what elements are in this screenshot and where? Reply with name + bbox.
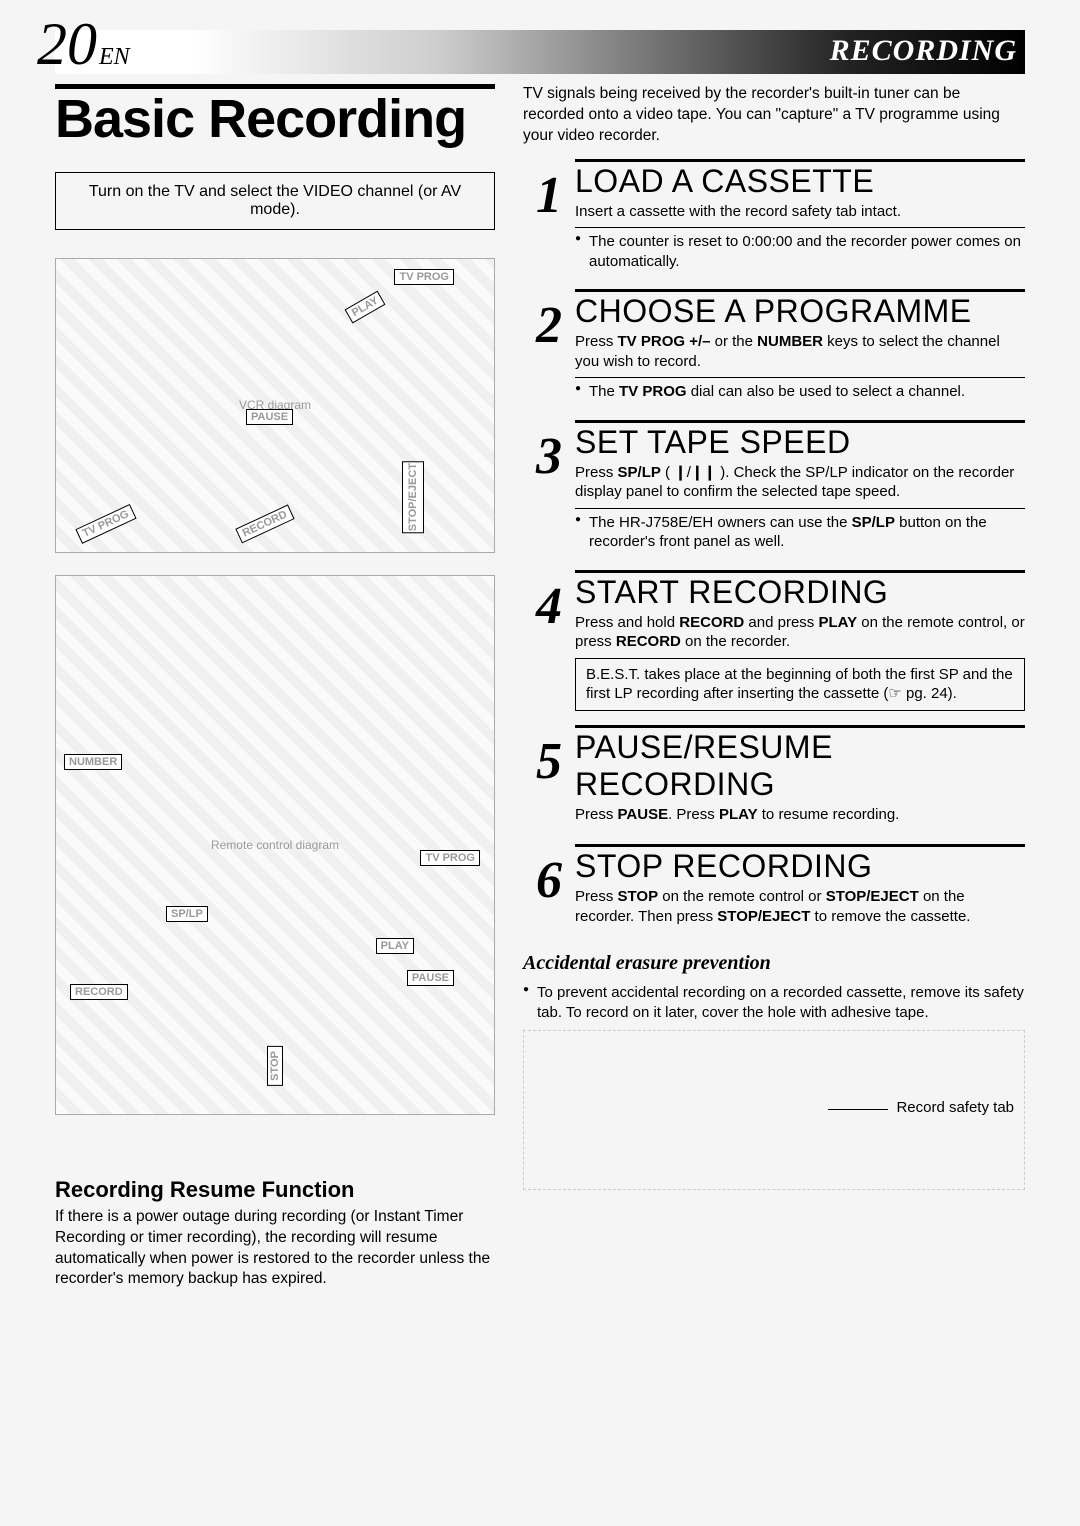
bullet-item: The TV PROG dial can also be used to sel… <box>575 382 1025 402</box>
label-pause: PAUSE <box>246 409 293 425</box>
label-number: NUMBER <box>64 754 122 770</box>
label-tv-prog2: TV PROG <box>75 504 136 544</box>
cassette-diagram: Record safety tab <box>523 1030 1025 1190</box>
step-body: CHOOSE A PROGRAMMEPress TV PROG +/– or t… <box>575 289 1025 406</box>
label-tv-prog: TV PROG <box>394 269 454 285</box>
step: 6STOP RECORDINGPress STOP on the remote … <box>523 844 1025 932</box>
step-number: 6 <box>523 858 575 905</box>
step-number: 3 <box>523 434 575 481</box>
step-title: LOAD A CASSETTE <box>575 163 1025 200</box>
step: 2CHOOSE A PROGRAMMEPress TV PROG +/– or … <box>523 289 1025 406</box>
label-pause: PAUSE <box>407 970 454 986</box>
step-body: PAUSE/RESUME RECORDINGPress PAUSE. Press… <box>575 725 1025 831</box>
page-number: 20EN <box>35 10 130 85</box>
step: 4START RECORDINGPress and hold RECORD an… <box>523 570 1025 711</box>
step-number: 5 <box>523 739 575 786</box>
step-number: 1 <box>523 173 575 220</box>
step-body: START RECORDINGPress and hold RECORD and… <box>575 570 1025 711</box>
step-title: STOP RECORDING <box>575 848 1025 885</box>
step-desc: Press and hold RECORD and press PLAY on … <box>575 613 1025 652</box>
step-title: START RECORDING <box>575 574 1025 611</box>
label-stop: STOP <box>267 1046 283 1086</box>
step-number: 4 <box>523 584 575 631</box>
callout-label: Record safety tab <box>896 1099 1014 1116</box>
step: 3SET TAPE SPEEDPress SP/LP ( ❙/❙❙ ). Che… <box>523 420 1025 556</box>
step-desc: Press SP/LP ( ❙/❙❙ ). Check the SP/LP in… <box>575 463 1025 502</box>
vcr-diagram: VCR diagram TV PROG PLAY PAUSE TV PROG R… <box>55 258 495 553</box>
step-title: SET TAPE SPEED <box>575 424 1025 461</box>
step-body: STOP RECORDINGPress STOP on the remote c… <box>575 844 1025 932</box>
label-play: PLAY <box>344 290 385 323</box>
resume-title: Recording Resume Function <box>55 1177 495 1203</box>
step-body: LOAD A CASSETTEInsert a cassette with th… <box>575 159 1025 276</box>
label-record: RECORD <box>70 984 128 1000</box>
resume-body: If there is a power outage during record… <box>55 1207 495 1291</box>
bullet-item: The HR-J758E/EH owners can use the SP/LP… <box>575 513 1025 552</box>
step-desc: Insert a cassette with the record safety… <box>575 202 1025 222</box>
step-desc: Press STOP on the remote control or STOP… <box>575 887 1025 926</box>
step-title: CHOOSE A PROGRAMME <box>575 293 1025 330</box>
note-box: B.E.S.T. takes place at the beginning of… <box>575 658 1025 711</box>
label-play: PLAY <box>376 938 414 954</box>
label-splp: SP/LP <box>166 906 208 922</box>
page-title: Basic Recording <box>55 91 495 148</box>
section-title: RECORDING <box>830 34 1017 68</box>
step-number: 2 <box>523 303 575 350</box>
step: 5PAUSE/RESUME RECORDINGPress PAUSE. Pres… <box>523 725 1025 831</box>
step-desc: Press PAUSE. Press PLAY to resume record… <box>575 805 1025 825</box>
step-desc: Press TV PROG +/– or the NUMBER keys to … <box>575 332 1025 371</box>
step: 1LOAD A CASSETTEInsert a cassette with t… <box>523 159 1025 276</box>
label-record: RECORD <box>235 504 294 543</box>
intro-text: TV signals being received by the recorde… <box>523 84 1025 147</box>
bullet-item: The counter is reset to 0:00:00 and the … <box>575 232 1025 271</box>
erasure-heading: Accidental erasure prevention <box>523 952 1025 975</box>
label-tvprog: TV PROG <box>420 850 480 866</box>
step-body: SET TAPE SPEEDPress SP/LP ( ❙/❙❙ ). Chec… <box>575 420 1025 556</box>
callout-line <box>828 1109 888 1110</box>
step-title: PAUSE/RESUME RECORDING <box>575 729 1025 803</box>
remote-diagram: Remote control diagram NUMBER TV PROG SP… <box>55 575 495 1115</box>
page-header: 20EN RECORDING <box>55 30 1025 74</box>
instruction-box: Turn on the TV and select the VIDEO chan… <box>55 172 495 230</box>
label-stop-eject: STOP/EJECT <box>402 461 424 533</box>
erasure-bullet: To prevent accidental recording on a rec… <box>523 983 1025 1022</box>
